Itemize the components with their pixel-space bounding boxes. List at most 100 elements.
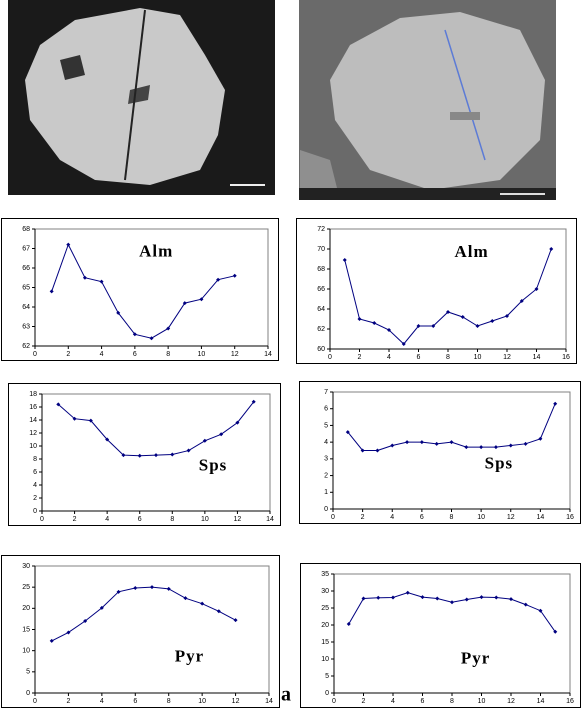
y-tick-label: 68 <box>317 266 325 273</box>
x-tick-label: 0 <box>33 698 37 705</box>
chart-title: Alm <box>455 242 489 261</box>
chart-frame <box>301 564 581 708</box>
y-tick-label: 30 <box>22 563 30 570</box>
y-tick-label: 62 <box>22 343 30 350</box>
y-tick-label: 12 <box>29 430 37 437</box>
x-tick-label: 4 <box>390 514 394 521</box>
x-tick-label: 0 <box>328 354 332 361</box>
y-tick-label: 0 <box>324 506 328 513</box>
panel-label: a <box>281 684 291 706</box>
y-tick-label: 4 <box>324 439 328 446</box>
x-tick-label: 10 <box>478 698 486 705</box>
y-tick-label: 63 <box>22 323 30 330</box>
y-tick-label: 70 <box>317 246 325 253</box>
x-tick-label: 6 <box>138 516 142 523</box>
y-tick-label: 68 <box>22 226 30 233</box>
y-tick-label: 67 <box>22 245 30 252</box>
micrograph-b <box>299 0 556 200</box>
x-tick-label: 4 <box>387 354 391 361</box>
micrograph-a <box>8 0 275 195</box>
y-tick-label: 0 <box>33 508 37 515</box>
x-tick-label: 14 <box>536 514 544 521</box>
figure: a b 6263646566676802468101214Alm60626466… <box>0 0 587 713</box>
x-tick-label: 4 <box>100 698 104 705</box>
x-tick-label: 0 <box>331 514 335 521</box>
y-tick-label: 35 <box>321 571 329 578</box>
chart-frame <box>2 219 279 361</box>
x-tick-label: 14 <box>264 351 272 358</box>
y-tick-label: 16 <box>29 404 37 411</box>
y-tick-label: 25 <box>321 605 329 612</box>
x-tick-label: 16 <box>566 698 574 705</box>
chart-frame <box>2 556 280 708</box>
x-tick-label: 6 <box>417 354 421 361</box>
chart-title: Alm <box>139 241 173 260</box>
x-tick-label: 6 <box>133 351 137 358</box>
y-tick-label: 6 <box>324 406 328 413</box>
y-tick-label: 60 <box>317 346 325 353</box>
x-tick-label: 0 <box>33 351 37 358</box>
y-tick-label: 20 <box>321 622 329 629</box>
y-tick-label: 5 <box>324 422 328 429</box>
x-tick-label: 14 <box>537 698 545 705</box>
y-tick-label: 66 <box>317 286 325 293</box>
x-tick-label: 10 <box>198 698 206 705</box>
x-tick-label: 10 <box>477 514 485 521</box>
y-tick-label: 10 <box>29 443 37 450</box>
y-tick-label: 2 <box>324 472 328 479</box>
y-tick-label: 0 <box>325 690 329 697</box>
chart-title: Pyr <box>175 646 204 665</box>
x-tick-label: 14 <box>266 516 274 523</box>
x-tick-label: 2 <box>66 698 70 705</box>
x-tick-label: 4 <box>391 698 395 705</box>
y-tick-label: 10 <box>22 648 30 655</box>
y-tick-label: 8 <box>33 456 37 463</box>
chart-frame <box>9 384 281 526</box>
x-tick-label: 10 <box>198 351 206 358</box>
x-tick-label: 2 <box>361 514 365 521</box>
chart-title: Sps <box>199 455 228 474</box>
x-tick-label: 8 <box>166 351 170 358</box>
y-tick-label: 3 <box>324 456 328 463</box>
x-tick-label: 8 <box>450 698 454 705</box>
x-tick-label: 12 <box>503 354 511 361</box>
x-tick-label: 2 <box>66 351 70 358</box>
x-tick-label: 16 <box>566 514 574 521</box>
x-tick-label: 14 <box>533 354 541 361</box>
x-tick-label: 14 <box>265 698 273 705</box>
y-tick-label: 5 <box>325 673 329 680</box>
chart-frame <box>300 382 581 524</box>
x-tick-label: 12 <box>507 698 515 705</box>
y-tick-label: 64 <box>22 304 30 311</box>
y-tick-label: 1 <box>324 489 328 496</box>
x-tick-label: 8 <box>170 516 174 523</box>
x-tick-label: 12 <box>232 698 240 705</box>
y-tick-label: 30 <box>321 588 329 595</box>
x-tick-label: 12 <box>234 516 242 523</box>
y-tick-label: 64 <box>317 306 325 313</box>
y-tick-label: 10 <box>321 656 329 663</box>
y-tick-label: 6 <box>33 469 37 476</box>
chart: 02468101214161802468101214Sps <box>9 384 281 526</box>
y-tick-label: 5 <box>26 669 30 676</box>
x-tick-label: 16 <box>562 354 570 361</box>
y-tick-label: 66 <box>22 265 30 272</box>
x-tick-label: 2 <box>358 354 362 361</box>
y-tick-label: 18 <box>29 391 37 398</box>
chart: 05101520253002468101214Pyr <box>2 556 280 708</box>
y-tick-label: 15 <box>321 639 329 646</box>
x-tick-label: 0 <box>40 516 44 523</box>
x-tick-label: 6 <box>420 514 424 521</box>
y-tick-label: 25 <box>22 584 30 591</box>
x-tick-label: 8 <box>167 698 171 705</box>
y-tick-label: 14 <box>29 417 37 424</box>
y-tick-label: 62 <box>317 326 325 333</box>
x-tick-label: 10 <box>474 354 482 361</box>
x-tick-label: 2 <box>362 698 366 705</box>
x-tick-label: 4 <box>100 351 104 358</box>
x-tick-label: 12 <box>231 351 239 358</box>
